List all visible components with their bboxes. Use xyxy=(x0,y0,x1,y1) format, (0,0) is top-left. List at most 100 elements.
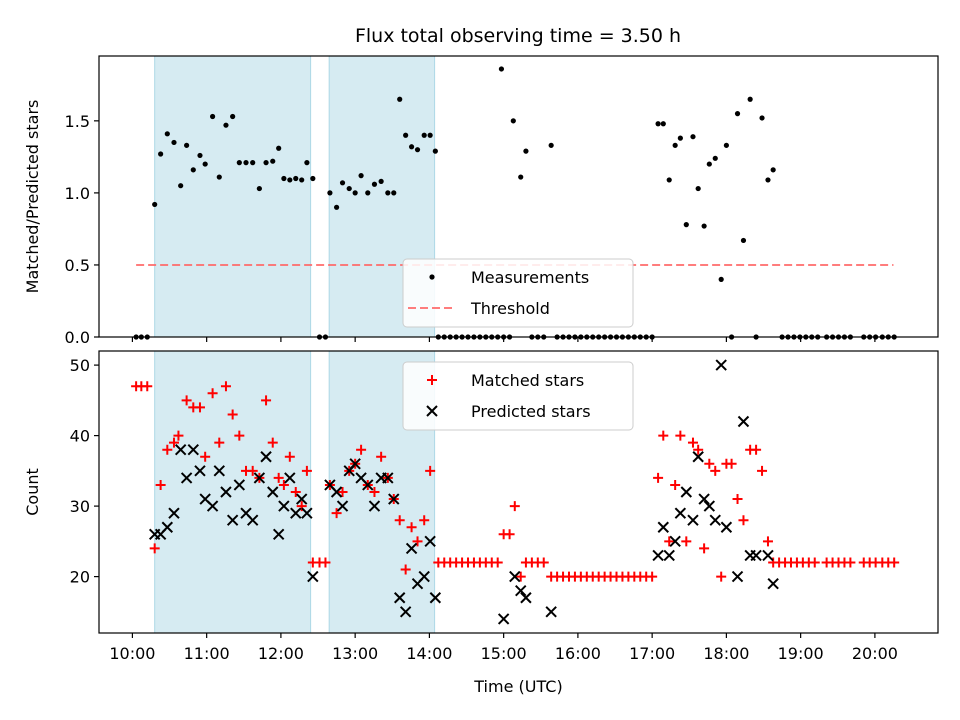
predicted-point xyxy=(687,514,699,526)
data-point xyxy=(223,122,229,128)
data-point xyxy=(352,190,358,196)
matched-point xyxy=(419,515,430,526)
data-point xyxy=(683,222,689,228)
legend-label: Threshold xyxy=(470,299,550,318)
data-point xyxy=(299,177,305,183)
predicted-point xyxy=(194,465,206,477)
predicted-point xyxy=(226,514,239,526)
data-point xyxy=(765,177,771,183)
matched-point xyxy=(653,472,664,483)
data-point xyxy=(518,174,524,180)
data-point xyxy=(397,96,403,102)
matched-point xyxy=(149,543,160,554)
data-point xyxy=(740,237,747,244)
matched-point xyxy=(337,487,348,497)
legend-label: Measurements xyxy=(471,268,589,287)
legend: Measurements Threshold xyxy=(402,258,634,328)
data-point xyxy=(197,152,203,159)
data-point xyxy=(293,175,299,182)
shaded-window-0 xyxy=(154,350,312,634)
data-point xyxy=(378,178,384,184)
predicted-point xyxy=(674,507,687,519)
matched-point xyxy=(142,381,153,392)
y-axis-label: Count xyxy=(23,468,42,516)
matched-point xyxy=(273,472,284,483)
predicted-point xyxy=(731,570,744,583)
predicted-point xyxy=(368,500,381,512)
predicted-point xyxy=(762,549,774,562)
data-point xyxy=(209,113,216,120)
predicted-point xyxy=(336,500,349,512)
data-point xyxy=(414,147,421,153)
matched-point xyxy=(492,557,503,568)
y-tick-label: 1.0 xyxy=(65,184,90,203)
matched-point xyxy=(664,536,675,547)
predicted-point xyxy=(424,535,436,548)
matched-point xyxy=(320,557,331,568)
predicted-point xyxy=(429,592,442,604)
data-point xyxy=(523,148,529,154)
predicted-point xyxy=(267,486,279,498)
data-point xyxy=(304,160,310,166)
data-point xyxy=(759,115,765,121)
matched-point xyxy=(693,444,704,455)
x-tick-label: 11:00 xyxy=(184,644,230,663)
x-tick-label: 17:00 xyxy=(629,644,675,663)
predicted-point xyxy=(750,549,762,562)
data-point xyxy=(346,185,352,192)
axes-frame xyxy=(98,55,939,338)
predicted-point xyxy=(720,521,733,533)
data-point xyxy=(171,139,177,146)
data-point xyxy=(695,185,701,192)
legend-box xyxy=(402,258,634,328)
matched-point xyxy=(220,381,231,392)
matched-point xyxy=(751,444,762,455)
matched-point xyxy=(155,479,166,490)
predicted-point xyxy=(168,507,180,519)
predicted-point xyxy=(174,443,187,456)
x-tick-label: 15:00 xyxy=(481,644,527,663)
predicted-point xyxy=(307,570,319,583)
data-point xyxy=(421,132,427,138)
matched-point xyxy=(809,557,820,568)
matched-point xyxy=(681,536,692,547)
matched-point xyxy=(670,479,681,490)
matched-point xyxy=(227,409,238,420)
predicted-point xyxy=(330,486,343,498)
data-point xyxy=(152,201,158,208)
matched-point xyxy=(168,437,179,448)
predicted-point xyxy=(703,500,716,512)
predicted-point xyxy=(253,472,266,484)
data-point xyxy=(548,142,554,148)
matched-point xyxy=(400,564,411,575)
predicted-point xyxy=(213,465,225,477)
predicted-point xyxy=(497,613,510,625)
data-point xyxy=(263,160,269,166)
data-point xyxy=(281,175,287,182)
predicted-point xyxy=(515,584,527,597)
x-tick-label: 12:00 xyxy=(258,644,304,663)
matched-point xyxy=(538,557,549,568)
data-point xyxy=(498,66,505,72)
matched-point xyxy=(173,430,184,441)
predicted-point xyxy=(161,521,174,533)
matched-point xyxy=(762,536,773,547)
legend-marker-predicted xyxy=(426,405,438,417)
matched-point xyxy=(356,444,367,455)
data-point xyxy=(190,167,196,173)
matched-point xyxy=(726,458,737,469)
data-point xyxy=(677,135,683,141)
matched-point xyxy=(509,501,520,512)
matched-point xyxy=(200,451,211,462)
bottom-panel-counts: 20 30 40 50 10:00 11:00 12:00 13:00 14:00 15:00 16… xyxy=(23,350,939,696)
data-point xyxy=(243,160,249,166)
legend: Matched stars Predicted stars xyxy=(402,361,634,431)
predicted-point xyxy=(663,549,675,562)
legend-box xyxy=(402,361,634,431)
matched-point xyxy=(162,444,173,455)
data-point xyxy=(287,177,293,183)
matched-point xyxy=(738,515,749,526)
predicted-point xyxy=(669,535,681,548)
predicted-point xyxy=(388,493,400,505)
